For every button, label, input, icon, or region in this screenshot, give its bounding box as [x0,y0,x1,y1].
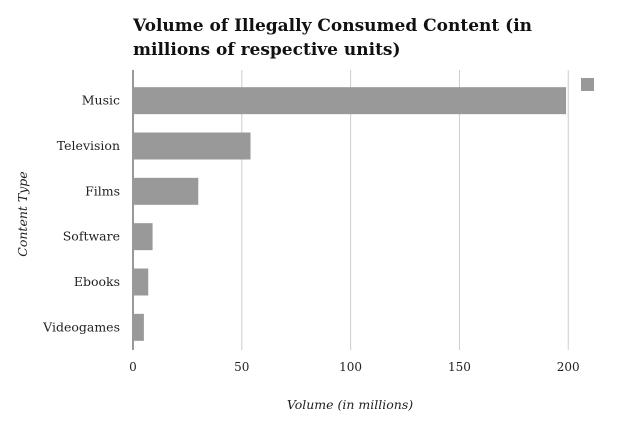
category-label: Ebooks [74,274,120,289]
x-tick-label: 200 [557,360,580,374]
category-label: Videogames [42,319,120,334]
bar [133,313,144,341]
bar [133,177,199,205]
x-tick-label: 0 [129,360,137,374]
x-tick-label: 150 [448,360,471,374]
x-tick-label: 50 [234,360,249,374]
y-axis-title: Content Type [15,171,30,256]
x-tick-label: 100 [339,360,362,374]
category-label: Television [57,138,120,153]
legend-swatch [581,78,594,91]
category-label: Films [85,183,120,198]
bar [133,132,251,160]
category-label: Music [82,93,120,108]
category-label: Software [63,229,120,244]
bar [133,87,567,115]
x-axis-title: Volume (in millions) [287,397,413,412]
chart-title: Volume of Illegally Consumed Content (in… [133,16,533,60]
bar [133,268,149,296]
bar [133,223,153,251]
